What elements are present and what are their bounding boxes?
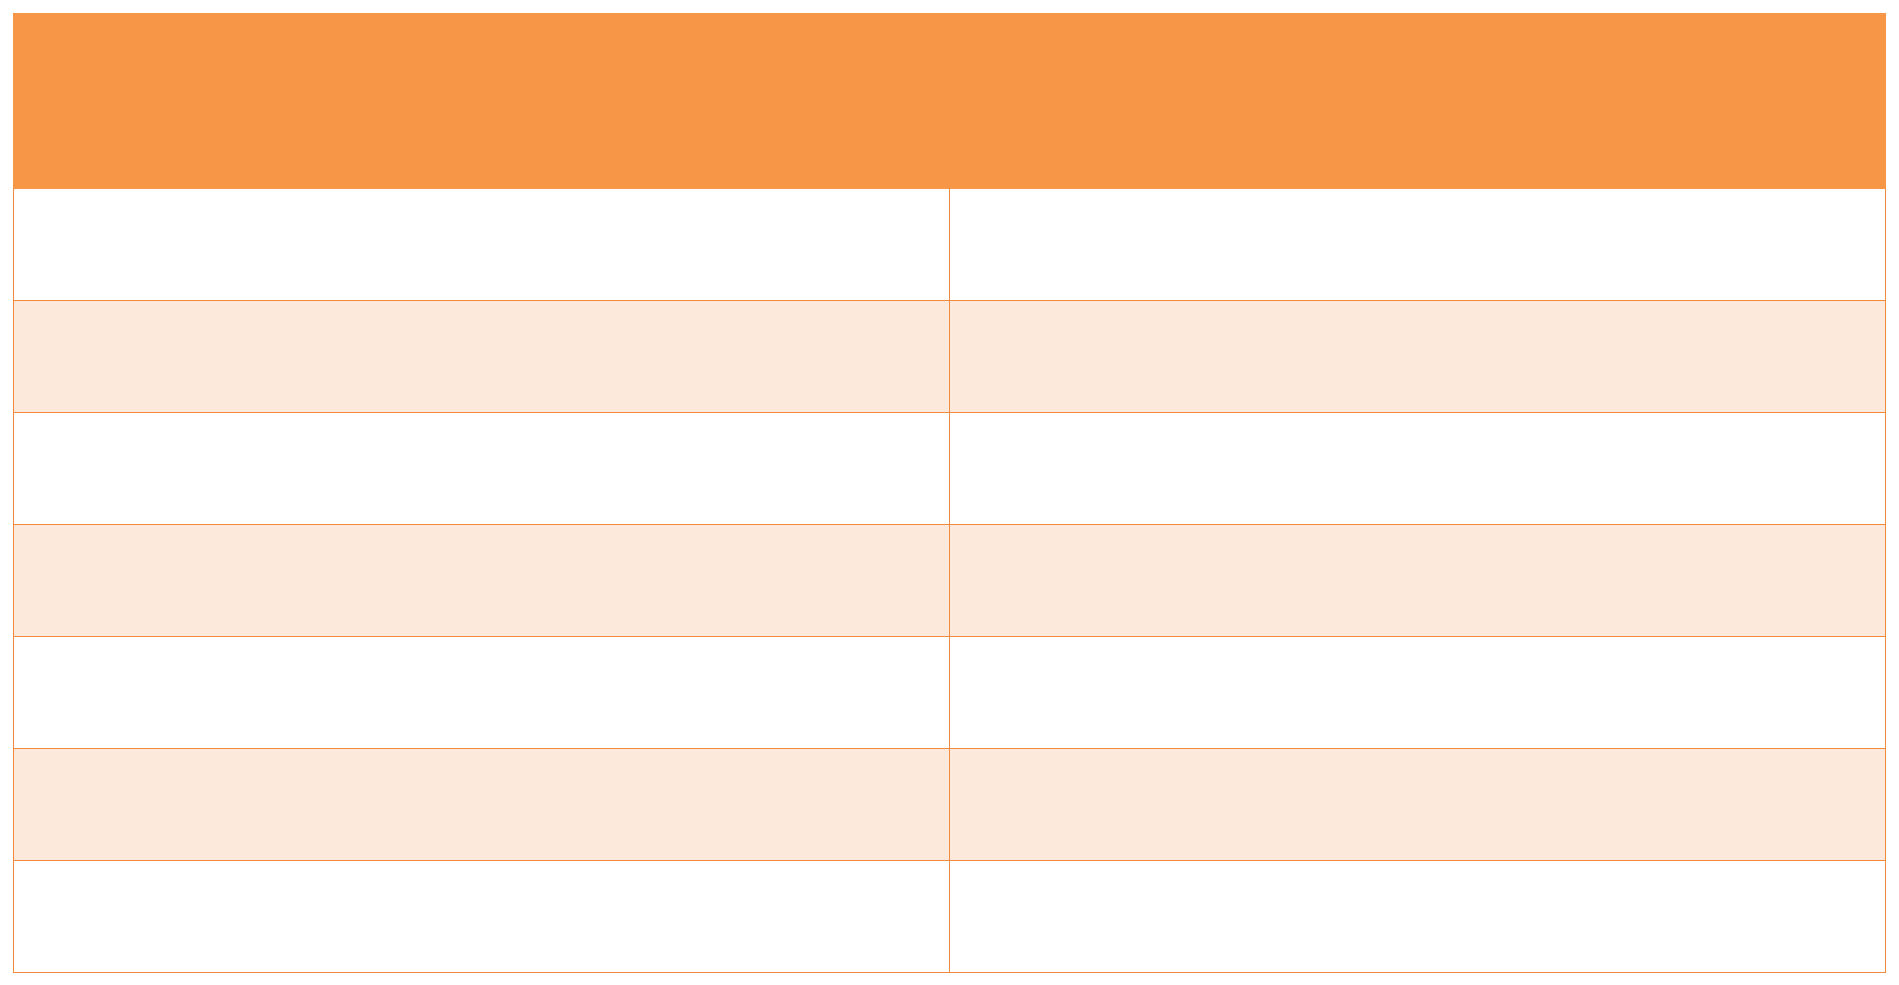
table-cell (949, 636, 1886, 749)
table-cell (13, 412, 950, 525)
table-row (13, 860, 1886, 973)
table-cell (949, 524, 1886, 637)
table-cell (949, 412, 1886, 525)
table-cell (13, 300, 950, 413)
header-row (13, 13, 1886, 189)
table-row (13, 412, 1886, 525)
header-cell (13, 13, 950, 189)
table-cell (13, 188, 950, 301)
table-cell (13, 860, 950, 973)
table-row (13, 300, 1886, 413)
table-row (13, 636, 1886, 749)
empty-table (13, 13, 1886, 973)
table-cell (949, 300, 1886, 413)
header-cell (949, 13, 1886, 189)
table-cell (949, 860, 1886, 973)
table-row (13, 748, 1886, 861)
table-cell (13, 748, 950, 861)
table-cell (949, 188, 1886, 301)
table-cell (13, 524, 950, 637)
table-cell (13, 636, 950, 749)
table-row (13, 524, 1886, 637)
table-cell (949, 748, 1886, 861)
table-row (13, 188, 1886, 301)
